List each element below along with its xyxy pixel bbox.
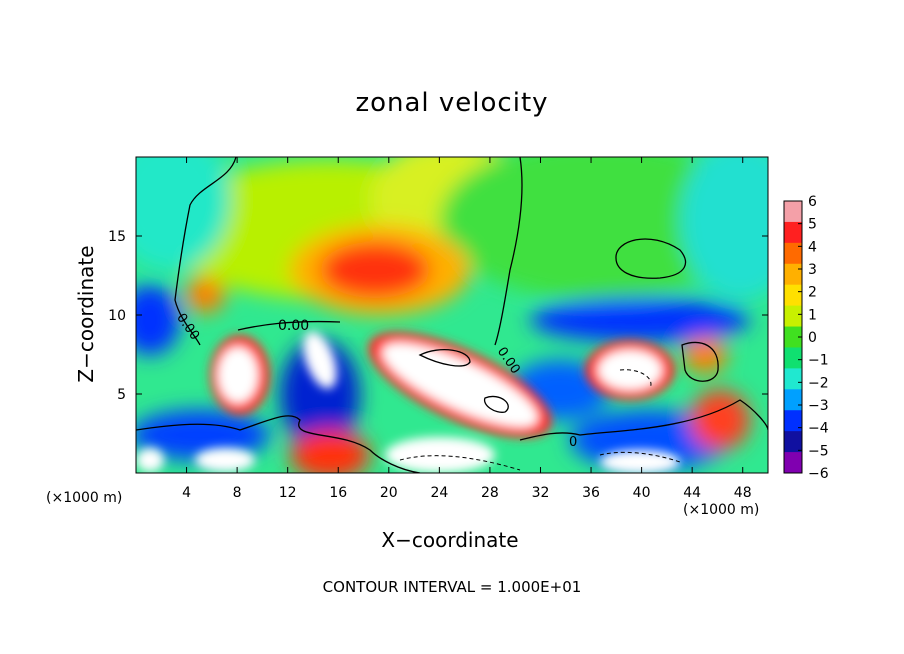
- colorbar-swatch: [784, 305, 802, 328]
- x-unit-label-right: (×1000 m): [683, 502, 760, 518]
- colorbar-tick-label: −1: [808, 353, 829, 369]
- y-tick-label: 5: [117, 387, 126, 403]
- x-tick-label: 28: [481, 485, 499, 501]
- colorbar: 6 5 4 3 2 1 0 −1 −2 −3 −4 −5 −6: [783, 194, 829, 482]
- colorbar-tick-label: −5: [808, 443, 829, 459]
- y-axis: 5 10 15: [108, 229, 768, 403]
- x-tick-label: 44: [683, 485, 701, 501]
- colorbar-tick-label: 3: [808, 262, 817, 278]
- colorbar-tick-label: −4: [808, 421, 829, 437]
- colorbar-swatch: [784, 452, 802, 474]
- colorbar-tick-label: 0: [808, 330, 817, 346]
- heatmap-field: 0.00 0.00 0.00 0: [136, 157, 768, 473]
- x-axis: 4 8 12 16 20 24 28 32 36 40 44 48: [182, 157, 752, 501]
- colorbar-swatch: [784, 389, 802, 411]
- contour-lines: [136, 157, 768, 473]
- colorbar-swatch: [784, 326, 802, 348]
- x-tick-label: 36: [582, 485, 600, 501]
- x-tick-label: 16: [329, 485, 347, 501]
- x-unit-label-left: (×1000 m): [46, 490, 123, 506]
- colorbar-tick-label: −3: [808, 398, 829, 414]
- colorbar-tick-label: −6: [808, 466, 829, 482]
- x-tick-label: 12: [279, 485, 297, 501]
- colorbar-swatch: [784, 368, 802, 390]
- contour-label: 0.00: [278, 318, 309, 334]
- x-tick-label: 8: [233, 485, 242, 501]
- y-tick-label: 15: [108, 229, 126, 245]
- colorbar-swatch: [784, 242, 802, 265]
- colorbar-swatch: [784, 263, 802, 286]
- colorbar-swatch: [784, 284, 802, 307]
- contour-label: 0: [569, 435, 577, 450]
- colorbar-tick-label: 1: [808, 307, 817, 323]
- colorbar-swatch: [784, 347, 802, 369]
- x-axis-label: X−coordinate: [381, 528, 519, 552]
- colorbar-tick-label: 6: [808, 194, 817, 210]
- x-tick-label: 4: [182, 485, 191, 501]
- y-axis-label: Z−coordinate: [74, 245, 98, 383]
- colorbar-swatch: [784, 410, 802, 432]
- colorbar-tick-label: 2: [808, 285, 817, 301]
- colorbar-tick-label: 5: [808, 217, 817, 233]
- chart-title: zonal velocity: [355, 88, 549, 118]
- y-tick-label: 10: [108, 308, 126, 324]
- contour-interval-note: CONTOUR INTERVAL = 1.000E+01: [322, 578, 582, 596]
- x-tick-label: 40: [633, 485, 651, 501]
- x-tick-label: 24: [430, 485, 448, 501]
- x-tick-label: 20: [380, 485, 398, 501]
- colorbar-swatch: [784, 221, 802, 244]
- x-tick-label: 48: [734, 485, 752, 501]
- colorbar-swatch: [784, 201, 802, 223]
- colorbar-tick-label: −2: [808, 375, 829, 391]
- colorbar-tick-label: 4: [808, 239, 817, 255]
- x-tick-label: 32: [532, 485, 550, 501]
- colorbar-swatch: [784, 431, 802, 453]
